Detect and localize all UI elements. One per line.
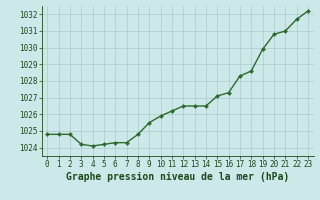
X-axis label: Graphe pression niveau de la mer (hPa): Graphe pression niveau de la mer (hPa) [66, 172, 289, 182]
